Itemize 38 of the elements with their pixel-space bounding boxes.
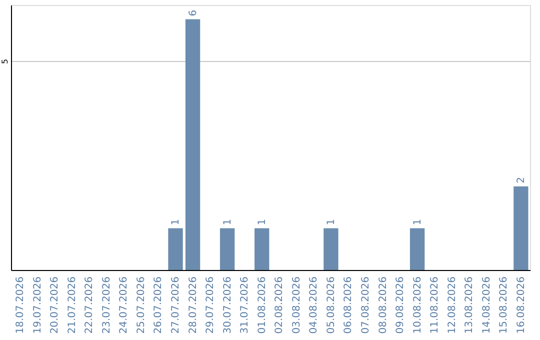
- x-tick-label: 27.07.2026: [170, 276, 182, 334]
- x-tick-label: 25.07.2026: [136, 276, 147, 334]
- x-tick-label: 07.08.2026: [360, 276, 372, 334]
- x-tick-label: 29.07.2026: [205, 276, 216, 334]
- x-tick-label: 02.08.2026: [274, 276, 286, 334]
- x-tick-label: 21.07.2026: [66, 276, 78, 334]
- x-tick-label: 19.07.2026: [32, 276, 44, 334]
- x-tick-label: 26.07.2026: [153, 276, 164, 334]
- x-tick-label: 20.07.2026: [50, 276, 61, 334]
- x-tick-label: 10.08.2026: [412, 276, 424, 334]
- x-tick-label: 05.08.2026: [326, 276, 337, 334]
- data-label: 1: [170, 218, 182, 226]
- x-tick-label: 01.08.2026: [256, 276, 268, 334]
- x-tick-label: 13.08.2026: [464, 276, 476, 334]
- x-tick-label: 18.07.2026: [15, 276, 26, 334]
- x-tick-label: 12.08.2026: [446, 276, 458, 334]
- x-tick-label: 06.08.2026: [343, 276, 354, 334]
- x-tick-label: 23.07.2026: [101, 276, 112, 334]
- data-label: 1: [222, 218, 234, 226]
- x-tick-label: 04.08.2026: [308, 276, 320, 334]
- data-label: 1: [412, 218, 424, 226]
- x-tick-label: 08.08.2026: [378, 276, 389, 334]
- x-tick-label: 03.08.2026: [291, 276, 302, 334]
- y-tick-label: 5: [0, 58, 10, 64]
- data-label: 2: [516, 177, 527, 184]
- data-label: 1: [256, 218, 268, 226]
- x-tick-label: 14.08.2026: [481, 276, 492, 334]
- x-tick-label: 09.08.2026: [395, 276, 406, 334]
- x-tick-label: 15.08.2026: [498, 276, 510, 334]
- x-tick-label: 30.07.2026: [222, 276, 234, 334]
- x-tick-label: 22.07.2026: [84, 276, 96, 334]
- x-tick-label: 28.07.2026: [188, 276, 199, 334]
- data-label: 1: [326, 218, 337, 226]
- data-label: 6: [188, 10, 199, 16]
- x-tick-label: 11.08.2026: [430, 276, 441, 334]
- x-tick-label: 24.07.2026: [118, 276, 130, 334]
- x-tick-label: 16.08.2026: [516, 276, 527, 334]
- x-tick-label: 31.07.2026: [240, 276, 251, 334]
